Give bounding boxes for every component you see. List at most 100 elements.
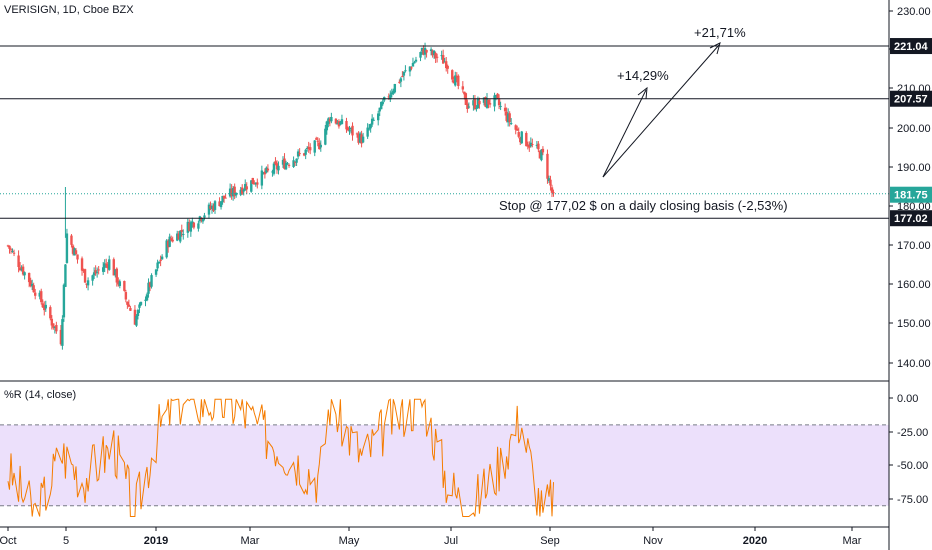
candle-body [419,52,422,58]
candle-body [18,267,22,271]
candle-body [431,50,434,56]
price-tick-label: 150.00 [897,318,931,330]
candle-body [325,121,329,131]
time-tick-label: 2020 [743,535,767,547]
candle-body [348,130,351,132]
candle-body [281,159,285,165]
candle-body [182,233,185,235]
price-tick-label: 200.00 [897,123,931,135]
candle-body [506,113,510,123]
candle-body [168,236,171,247]
time-tick-label: 5 [63,535,69,547]
candle-body [287,164,291,166]
price-tick-label: 230.00 [897,6,931,18]
candle-body [29,280,32,286]
candle-body [260,170,264,186]
candle-body [145,294,149,301]
candle-body [366,127,369,137]
candle-body [76,254,79,260]
candle-body [549,179,552,186]
candle-body [212,205,215,211]
candle-body [159,259,162,262]
time-tick-label: Oct [0,535,17,547]
candle-body [525,133,528,147]
candle-body [230,189,233,197]
candle-body [231,188,235,197]
candle-body [336,123,339,125]
candle-body [358,133,362,143]
indicator-title[interactable]: %R (14, close) [4,389,77,401]
candle-body [398,81,401,83]
wr-band [0,424,889,506]
candle-body [293,161,297,163]
candle-body [451,70,454,80]
candle-body [514,125,517,130]
candle-body [11,251,14,253]
candle-body [526,144,530,147]
candle-body [133,309,137,325]
candle-body [441,55,445,64]
candle-body [413,62,416,64]
candle-body [189,222,193,232]
candle-body [23,272,26,276]
candle-body [224,197,227,199]
candle-body [488,103,492,105]
candle-body [381,101,384,105]
candle-body [21,266,25,275]
price-tick-label: 160.00 [897,279,931,291]
candle-body [33,292,37,296]
candle-body [92,272,96,276]
candle-body [328,119,332,122]
candle-body [150,275,153,287]
candle-body [41,303,44,308]
candle-body [62,284,66,318]
candle-body [517,132,520,137]
candle-body [250,180,253,192]
candle-body [339,122,342,125]
candle-body [144,299,147,301]
candle-body [73,248,76,256]
candle-body [357,134,360,143]
candle-body [242,189,245,192]
level-badge-bg [890,90,932,107]
candle-body [540,149,543,161]
candle-body [330,116,333,122]
candle-body [27,272,31,283]
candle-body [315,138,318,140]
level-badge-bg [890,210,932,227]
candle-body [370,118,374,125]
candle-body [345,121,348,130]
arrow-target1 [602,89,647,178]
candle-body [505,111,508,121]
candle-body [503,107,507,112]
candle-body [467,106,471,108]
candle-body [529,142,533,147]
candle-body [53,326,57,329]
candle-body [147,282,150,294]
price-tick-label: 180.00 [897,201,931,213]
candle-body [115,268,118,283]
candle-body [85,283,88,285]
candle-body [461,86,465,90]
candle-body [435,56,439,58]
candle-body [94,270,97,274]
candle-body [367,128,371,130]
time-axis[interactable]: Oct 5 2019 Mar May Jul Sep Nov 2020 Mar [0,527,862,547]
wr-axis[interactable]: 0.00 -25.00 -50.00 -75.00 [889,393,928,506]
candle-body [432,50,436,55]
candle-body [360,134,363,144]
wr-tick-label: -25.00 [897,427,928,439]
last-price-badge-bg [890,186,932,203]
candle-body [86,280,90,286]
symbol-title[interactable]: VERISIGN, 1D, Cboe BZX [4,4,134,16]
candle-body [493,95,496,107]
candle-body [71,245,75,254]
candle-body [509,122,513,124]
candle-body [541,148,545,153]
candle-body [423,47,427,55]
candle-body [327,118,330,124]
candle-body [528,144,531,148]
candle-body [508,113,511,122]
candle-body [95,271,99,273]
candle-body [271,171,274,173]
